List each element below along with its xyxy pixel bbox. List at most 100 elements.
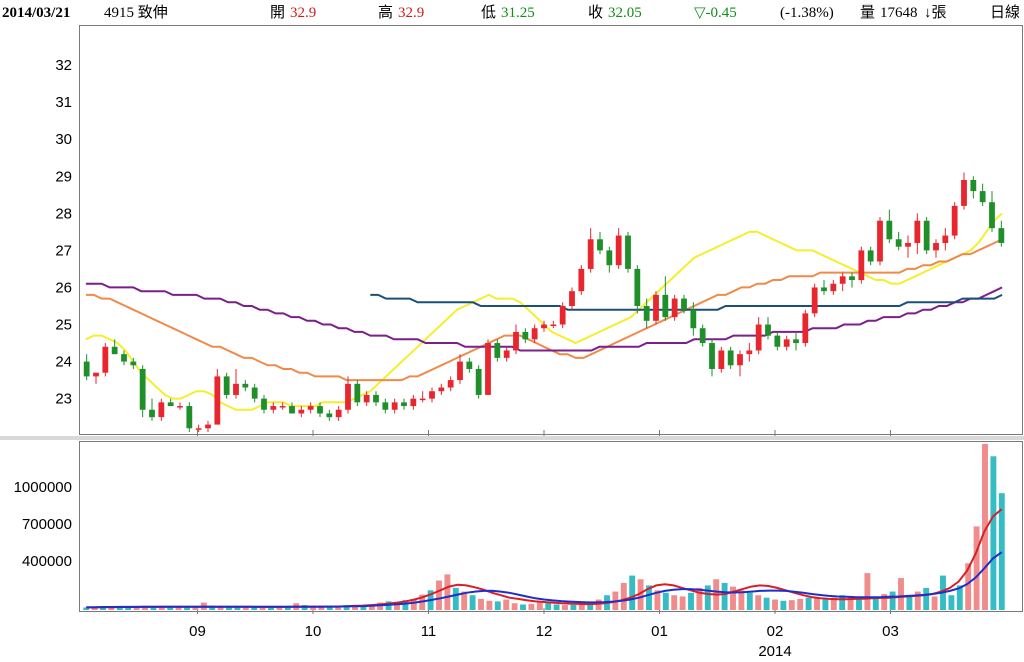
volume-bar: [662, 592, 669, 610]
volume-bar: [310, 606, 316, 610]
candle-body: [317, 406, 323, 414]
ma120-line: [370, 293, 1003, 311]
candle-body: [970, 179, 977, 192]
volume-bar: [226, 606, 232, 610]
month-label: 02: [767, 623, 784, 640]
candle-body: [363, 394, 370, 403]
volume-bar: [738, 590, 745, 610]
candle-body: [587, 239, 594, 269]
close-label: 收: [588, 5, 604, 21]
volume-bar: [217, 606, 224, 610]
price-tick-label: 25: [55, 317, 72, 334]
candle-body: [671, 298, 678, 318]
volume-bar: [881, 594, 888, 610]
volume-bar: [763, 597, 770, 610]
candle-body: [923, 220, 930, 251]
candle-body: [419, 398, 426, 401]
volume-bar: [772, 599, 778, 610]
volume-bar: [931, 596, 938, 610]
month-label: 09: [189, 623, 206, 640]
candle-body: [242, 383, 249, 388]
volume-bar: [528, 603, 535, 610]
volume-bar: [620, 582, 627, 610]
candle-body: [634, 268, 641, 306]
volume-bar: [410, 599, 417, 610]
change-percent: (-1.38%): [780, 5, 834, 21]
volume-bar: [360, 605, 367, 610]
candle-body: [391, 402, 398, 410]
candle-body: [335, 409, 342, 418]
candle-body: [457, 361, 463, 381]
volume-bar: [595, 599, 602, 610]
candle-body: [774, 335, 781, 347]
price-tick-label: 23: [55, 391, 72, 408]
low-label: 低: [481, 5, 497, 21]
volume-bar: [326, 606, 333, 610]
volume-bar: [268, 607, 274, 610]
candle-body: [914, 220, 921, 243]
candle-body: [195, 428, 202, 430]
volume-average-lines: [86, 508, 1003, 609]
volume-bar: [797, 598, 804, 610]
month-label: 11: [421, 623, 437, 640]
candle-body: [298, 409, 305, 414]
candle-body: [466, 361, 473, 369]
candle-body: [569, 291, 575, 306]
price-tick-label: 30: [55, 131, 72, 148]
candle-body: [531, 328, 538, 340]
ma5-line: [85, 212, 1003, 411]
low-value: 31.25: [501, 5, 535, 21]
volume-bar: [83, 607, 90, 610]
volume-bar: [898, 578, 904, 610]
candle-body: [877, 220, 883, 262]
candle-body: [606, 250, 613, 266]
month-label: 12: [536, 623, 553, 640]
price-tick-label: 32: [55, 57, 72, 74]
candle-body: [233, 383, 239, 395]
candle-body: [522, 331, 529, 340]
candle-body: [653, 294, 659, 321]
volume-bar: [276, 607, 283, 610]
volume-bar: [822, 599, 829, 610]
candle-body: [709, 343, 715, 369]
candle-body: [643, 305, 650, 321]
month-label: 01: [651, 623, 668, 640]
ma60-line: [85, 282, 1003, 352]
candle-body: [793, 339, 799, 344]
candle-body: [326, 413, 333, 418]
period-label: 日線: [990, 5, 1021, 21]
candle-body: [149, 409, 155, 418]
volume-bar: [696, 587, 703, 610]
candle-body: [541, 324, 547, 329]
candle-body: [727, 350, 734, 366]
candle-body: [755, 324, 762, 351]
volume-bar: [914, 591, 921, 610]
volume-bar: [461, 591, 468, 610]
quote-header: 2014/03/21 4915 致伸 開 32.9 高 32.9 低 31.25…: [0, 0, 1024, 26]
volume-bar: [511, 603, 518, 610]
candle-body: [895, 239, 902, 247]
volume-bar: [956, 585, 963, 610]
volume-unit: ↓張: [924, 5, 947, 21]
ma20-line: [85, 238, 1003, 382]
candle-body: [615, 235, 622, 266]
volume-bar: [209, 605, 216, 610]
volume-panel: [79, 441, 1023, 612]
candle-body: [121, 354, 127, 362]
moving-average-lines: [85, 212, 1003, 411]
volume-bar: [721, 582, 728, 610]
candle-body: [205, 424, 211, 429]
candle-body: [503, 350, 510, 358]
candle-body: [699, 328, 706, 344]
candle-body: [279, 406, 286, 408]
volume-bar: [335, 606, 342, 610]
volume-bar: [158, 606, 165, 610]
candle-body: [307, 406, 314, 410]
volume-bar: [998, 493, 1005, 610]
volume-bar: [116, 606, 123, 610]
stock-name: 4915 致伸: [104, 5, 168, 21]
candle-body: [690, 309, 697, 329]
volume-value: 17648: [880, 5, 918, 21]
candle-body: [951, 205, 958, 236]
candle-body: [186, 406, 193, 429]
